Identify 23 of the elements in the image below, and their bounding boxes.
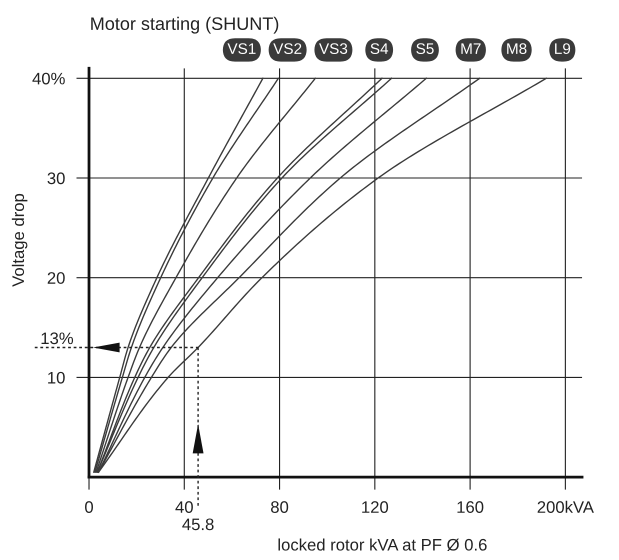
ref-line-label: 45.8	[182, 518, 214, 530]
legend-label: S4	[370, 43, 388, 54]
x-tick-label: 40	[175, 501, 193, 513]
legend-label: VS3	[319, 43, 348, 54]
x-tick-label: 160	[457, 501, 484, 513]
x-tick-label: 120	[362, 501, 388, 513]
y-axis-title: Voltage drop	[12, 194, 28, 287]
x-axis-title: locked rotor kVA at PF Ø 0.6	[278, 538, 487, 551]
legend-label: M8	[507, 43, 526, 54]
y-tick-label: 40%	[32, 72, 65, 84]
y-tick-label: 10	[48, 372, 65, 384]
x-tick-label: 0	[85, 501, 93, 513]
series-label: L9	[555, 43, 570, 54]
y-tick-label: 20	[48, 272, 65, 284]
ref-line-label: 13%	[42, 332, 74, 344]
chart-title: Motor starting (SHUNT)	[91, 16, 278, 34]
legend-label: VS1	[227, 43, 256, 54]
x-tick-label: 80	[271, 501, 288, 513]
legend-label: S5	[416, 43, 434, 54]
y-tick-label: 30	[48, 172, 65, 184]
legend-label: M7	[461, 43, 481, 54]
x-tick-label: 200kVA	[538, 500, 594, 513]
legend-label: VS2	[273, 43, 302, 54]
